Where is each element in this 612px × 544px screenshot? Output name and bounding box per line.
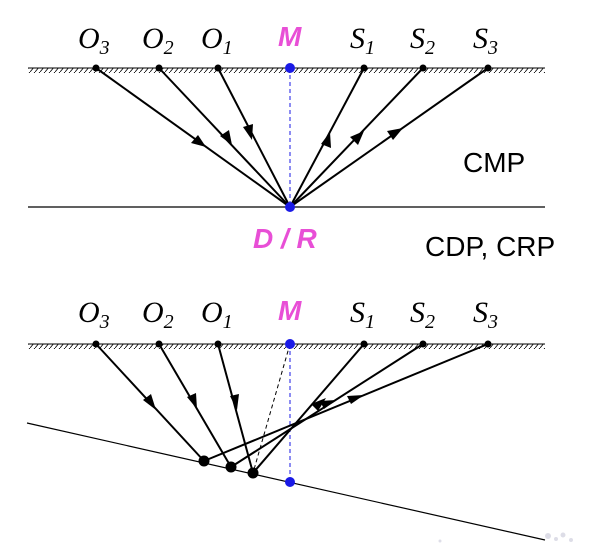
top-ray-o3 — [95, 67, 291, 208]
bottom-arrow-s2 — [320, 400, 336, 409]
bottom-reflection-point-3 — [198, 455, 210, 467]
bottom-dot-o3 — [92, 340, 100, 348]
corner-watermark-smudge — [438, 532, 573, 543]
bottom-reflection-points — [198, 455, 259, 479]
bottom-arrow-s3 — [347, 395, 364, 404]
bottom-label-o3: O3 — [78, 296, 110, 333]
bottom-arrowheads — [143, 393, 364, 411]
top-dot-o1 — [214, 64, 222, 72]
top-arrow-s2 — [350, 131, 364, 145]
top-label-o3: O3 — [78, 22, 110, 59]
top-arrow-o2 — [220, 130, 232, 145]
top-arrow-s1 — [321, 132, 331, 148]
reflection-point-label: D / R — [253, 223, 318, 254]
bottom-midpoint-dashed-normal — [252, 343, 291, 474]
bottom-label-m: M — [278, 295, 302, 326]
bottom-label-o2: O2 — [142, 296, 174, 333]
bottom-label-s2: S2 — [410, 296, 435, 333]
bottom-upgoing-rays — [203, 343, 489, 474]
bottom-arrow-o1 — [230, 394, 239, 410]
top-label-s2: S2 — [410, 22, 435, 59]
bottom-reflection-point-1 — [247, 467, 259, 479]
bottom-label-o1: O1 — [201, 296, 233, 333]
top-arrow-s3 — [387, 128, 403, 140]
top-panel: O3 O2 O1 M S1 S2 S3 D / R CMP — [28, 21, 545, 254]
top-dot-s1 — [360, 64, 368, 72]
bottom-label-s3: S3 — [473, 296, 498, 333]
bottom-arrow-o3 — [143, 394, 156, 410]
top-dot-o2 — [155, 64, 163, 72]
cdp-crp-label: CDP, CRP — [425, 231, 555, 262]
top-downgoing-rays — [95, 67, 291, 208]
bottom-dot-s2 — [419, 340, 427, 348]
bottom-reflection-point-2 — [225, 461, 237, 473]
bottom-ray-s1 — [252, 343, 365, 474]
top-arrowheads — [191, 124, 403, 148]
top-arrow-o1 — [243, 124, 253, 140]
bottom-label-s1: S1 — [350, 296, 375, 333]
bottom-ray-s3 — [203, 343, 489, 462]
top-label-s1: S1 — [350, 22, 375, 59]
top-surface-dots — [92, 64, 492, 72]
top-dot-o3 — [92, 64, 100, 72]
bottom-dot-s3 — [484, 340, 492, 348]
bottom-midpoint-dot — [285, 339, 295, 349]
top-arrow-o3 — [191, 135, 206, 147]
bottom-dot-s1 — [360, 340, 368, 348]
top-label-o1: O1 — [201, 22, 233, 59]
bottom-dot-o1 — [214, 340, 222, 348]
top-dot-s2 — [419, 64, 427, 72]
bottom-dot-o2 — [155, 340, 163, 348]
bottom-downgoing-rays — [95, 343, 254, 474]
top-dot-s3 — [484, 64, 492, 72]
top-reflection-point-dot — [285, 202, 295, 212]
top-label-o2: O2 — [142, 22, 174, 59]
bottom-panel: O3 O2 O1 M S1 S2 S3 — [26, 295, 546, 541]
bottom-arrow-o2 — [187, 393, 197, 409]
top-label-m: M — [278, 21, 302, 52]
bottom-surface-dots — [92, 340, 492, 348]
bottom-ray-o1 — [217, 343, 254, 474]
cmp-label: CMP — [463, 147, 525, 178]
top-ray-s3 — [289, 67, 489, 208]
top-label-s3: S3 — [473, 22, 498, 59]
bottom-vertical-point-dot — [285, 477, 295, 487]
top-upgoing-rays — [289, 67, 489, 208]
top-midpoint-dot — [285, 63, 295, 73]
top-ray-o1 — [217, 67, 291, 208]
